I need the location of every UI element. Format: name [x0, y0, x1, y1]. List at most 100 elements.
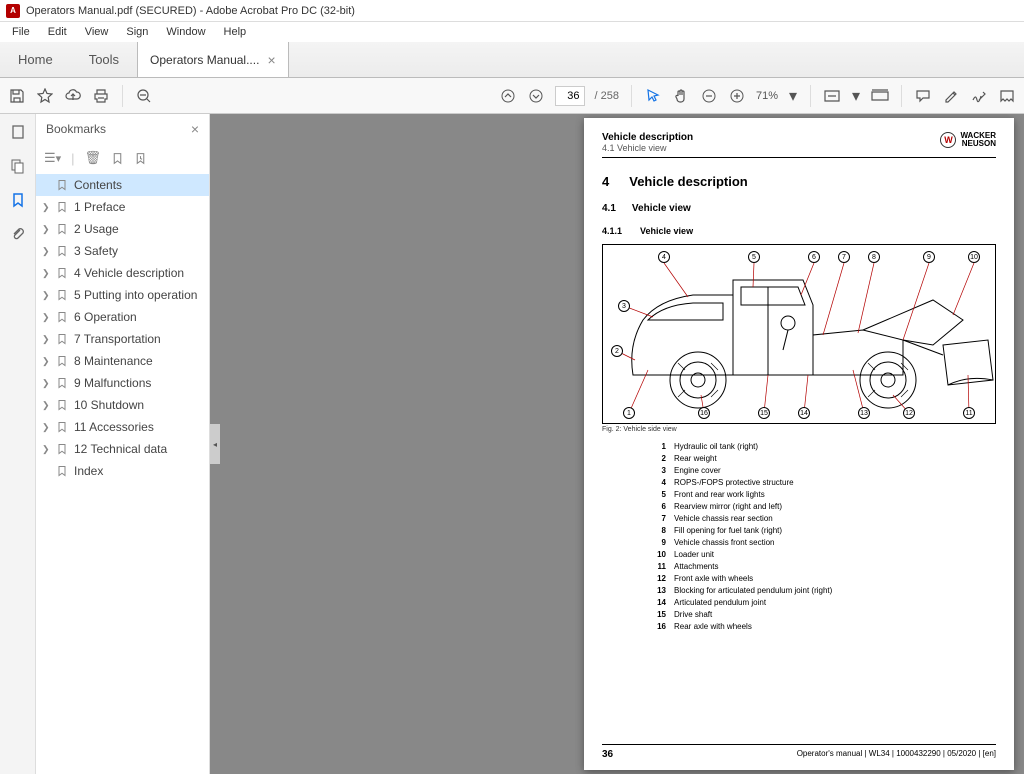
chevron-right-icon: ❯	[42, 202, 52, 213]
menu-sign[interactable]: Sign	[118, 24, 156, 40]
chevron-right-icon: ❯	[42, 356, 52, 367]
callout-4: 4	[658, 251, 670, 263]
callout-9: 9	[923, 251, 935, 263]
page-total: / 258	[595, 90, 619, 102]
menu-edit[interactable]: Edit	[40, 24, 75, 40]
page-number-input[interactable]	[555, 86, 585, 106]
page-up-icon[interactable]	[499, 87, 517, 105]
brand-logo: W WACKERNEUSON	[940, 132, 996, 148]
callout-6: 6	[808, 251, 820, 263]
legend-row: 9Vehicle chassis front section	[652, 537, 996, 549]
panel-close-icon[interactable]: ×	[191, 121, 199, 137]
fit-dropdown-icon[interactable]: ▾	[851, 87, 861, 105]
page-down-icon[interactable]	[527, 87, 545, 105]
bookmark-item[interactable]: ❯5 Putting into operation	[36, 284, 209, 306]
tab-document[interactable]: Operators Manual.... ×	[137, 42, 289, 77]
side-rail	[0, 114, 36, 774]
bookmark-item[interactable]: ❯1 Preface	[36, 196, 209, 218]
bookmark-item[interactable]: ❯2 Usage	[36, 218, 209, 240]
bookmark-icon	[56, 465, 70, 477]
footer-info: Operator's manual | WL34 | 1000432290 | …	[797, 749, 996, 760]
bookmark-item[interactable]: ❯ 7 Transportation	[36, 328, 209, 350]
callout-11: 11	[963, 407, 975, 419]
stamp-icon[interactable]	[998, 87, 1016, 105]
bookmark-icon	[56, 179, 70, 191]
legend-row: 13Blocking for articulated pendulum join…	[652, 585, 996, 597]
bookmark-item[interactable]: ❯11 Accessories	[36, 416, 209, 438]
toolbar: / 258 71% ▾ ▾	[0, 78, 1024, 114]
tab-tools[interactable]: Tools	[71, 42, 137, 77]
comment-icon[interactable]	[914, 87, 932, 105]
menu-help[interactable]: Help	[216, 24, 255, 40]
menu-file[interactable]: File	[4, 24, 38, 40]
bookmark-item[interactable]: Index	[36, 460, 209, 482]
bookmark-item[interactable]: ❯6 Operation	[36, 306, 209, 328]
bookmark-label: 7 Transportation	[74, 332, 161, 346]
menu-view[interactable]: View	[77, 24, 117, 40]
page-area[interactable]: ◂ Vehicle description 4.1 Vehicle view W…	[210, 114, 1024, 774]
panel-title: Bookmarks	[46, 122, 106, 136]
workspace: Bookmarks × ☰▾ | 🗑 Contents❯1 Preface❯2 …	[0, 114, 1024, 774]
hand-icon[interactable]	[672, 87, 690, 105]
zoom-minus-icon[interactable]	[700, 87, 718, 105]
app-icon: A	[6, 4, 20, 18]
bookmark-item[interactable]: ❯4 Vehicle description	[36, 262, 209, 284]
new-bookmark-icon[interactable]	[111, 152, 124, 165]
pages-icon[interactable]	[8, 156, 28, 176]
bookmark-label: 2 Usage	[74, 222, 119, 236]
bookmark-label: 12 Technical data	[74, 442, 167, 456]
bookmark-label: 10 Shutdown	[74, 398, 144, 412]
save-icon[interactable]	[8, 87, 26, 105]
bookmark-item[interactable]: ❯9 Malfunctions	[36, 372, 209, 394]
thumbnails-icon[interactable]	[8, 122, 28, 142]
bookmark-label: 9 Malfunctions	[74, 376, 151, 390]
callout-15: 15	[758, 407, 770, 419]
h1-num: 4	[602, 174, 609, 189]
bookmark-item[interactable]: ❯10 Shutdown	[36, 394, 209, 416]
tab-home[interactable]: Home	[0, 42, 71, 77]
print-icon[interactable]	[92, 87, 110, 105]
find-bookmark-icon[interactable]	[134, 152, 147, 165]
read-mode-icon[interactable]	[871, 87, 889, 105]
legend-row: 10Loader unit	[652, 549, 996, 561]
bookmark-icon	[56, 223, 70, 235]
zoom-dropdown-icon[interactable]: ▾	[788, 87, 798, 105]
collapse-handle[interactable]: ◂	[210, 424, 220, 464]
bookmark-item[interactable]: ❯12 Technical data	[36, 438, 209, 460]
bookmark-icon	[56, 377, 70, 389]
cloud-icon[interactable]	[64, 87, 82, 105]
h2-text: Vehicle view	[632, 203, 691, 214]
menu-window[interactable]: Window	[158, 24, 213, 40]
star-icon[interactable]	[36, 87, 54, 105]
bookmark-item[interactable]: ❯3 Safety	[36, 240, 209, 262]
pointer-icon[interactable]	[644, 87, 662, 105]
zoom-out-icon[interactable]	[135, 87, 153, 105]
tab-close-icon[interactable]: ×	[267, 52, 275, 68]
chevron-right-icon: ❯	[42, 246, 52, 257]
zoom-plus-icon[interactable]	[728, 87, 746, 105]
callout-16: 16	[698, 407, 710, 419]
chevron-right-icon: ❯	[42, 334, 52, 345]
vehicle-diagram: 45678910321161514131211	[602, 244, 996, 424]
panel-options-icon[interactable]: ☰▾	[44, 150, 61, 166]
bookmark-label: 5 Putting into operation	[74, 288, 197, 302]
fit-width-icon[interactable]	[823, 87, 841, 105]
callout-10: 10	[968, 251, 980, 263]
bookmark-icon	[56, 421, 70, 433]
bookmark-item[interactable]: ❯8 Maintenance	[36, 350, 209, 372]
highlight-icon[interactable]	[942, 87, 960, 105]
callout-8: 8	[868, 251, 880, 263]
sign-icon[interactable]	[970, 87, 988, 105]
delete-bookmark-icon[interactable]: 🗑	[84, 150, 101, 166]
bookmark-item[interactable]: Contents	[36, 174, 209, 196]
h1-text: Vehicle description	[629, 174, 748, 189]
callout-3: 3	[618, 300, 630, 312]
chevron-right-icon: ❯	[42, 312, 52, 323]
tab-document-label: Operators Manual....	[150, 53, 259, 67]
attachments-icon[interactable]	[8, 224, 28, 244]
bookmarks-icon[interactable]	[8, 190, 28, 210]
callout-12: 12	[903, 407, 915, 419]
page-footer: 36 Operator's manual | WL34 | 1000432290…	[602, 744, 996, 760]
zoom-level: 71%	[756, 90, 778, 102]
bookmarks-panel: Bookmarks × ☰▾ | 🗑 Contents❯1 Preface❯2 …	[36, 114, 210, 774]
